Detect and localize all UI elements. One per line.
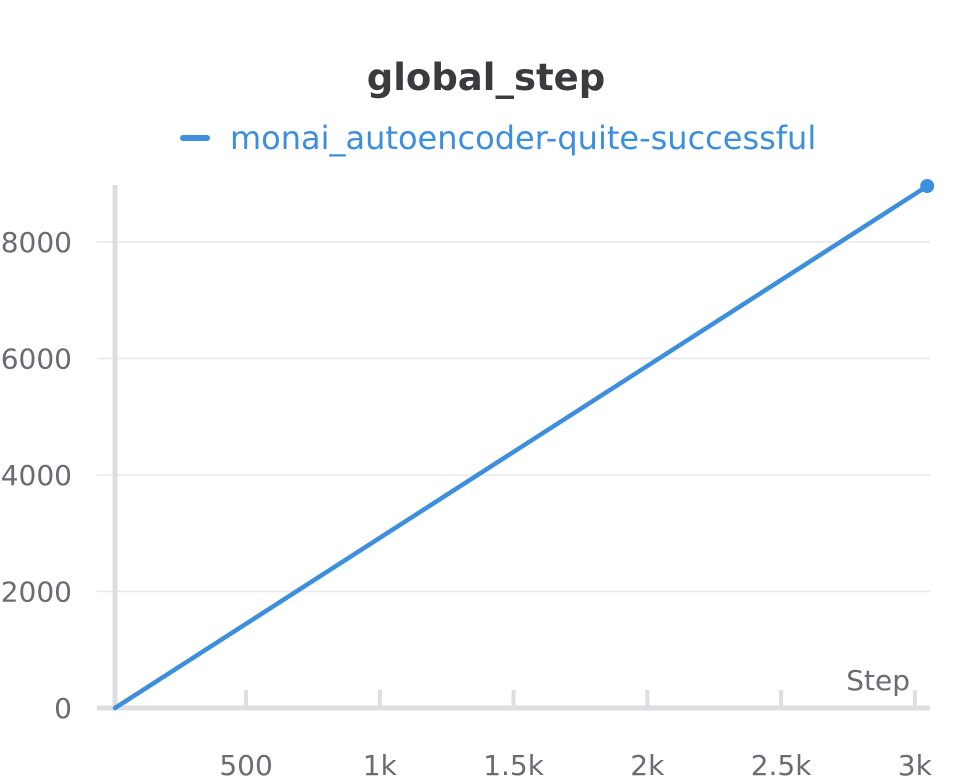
legend[interactable]: monai_autoencoder-quite-successful [180,116,816,160]
chart-title: global_step [366,56,606,99]
y-tick-label: 8000 [1,226,72,259]
x-axis-title: Step [846,664,910,697]
y-tick-label: 4000 [1,459,72,492]
x-tick-label: 3k [898,749,933,782]
x-tick-label: 2.5k [751,749,813,782]
y-tick-label: 6000 [1,343,72,376]
series-endpoint-marker[interactable] [920,178,935,193]
legend-label: monai_autoencoder-quite-successful [230,119,817,157]
series-line[interactable] [112,183,931,711]
x-tick-label: 2k [630,749,665,782]
y-tick-label: 2000 [1,576,72,609]
x-tick-label: 1k [363,749,398,782]
x-tick-label: 1.5k [483,749,545,782]
y-tick-label: 0 [54,692,72,725]
x-tick-label: 500 [219,749,272,782]
legend-swatch [180,135,210,141]
